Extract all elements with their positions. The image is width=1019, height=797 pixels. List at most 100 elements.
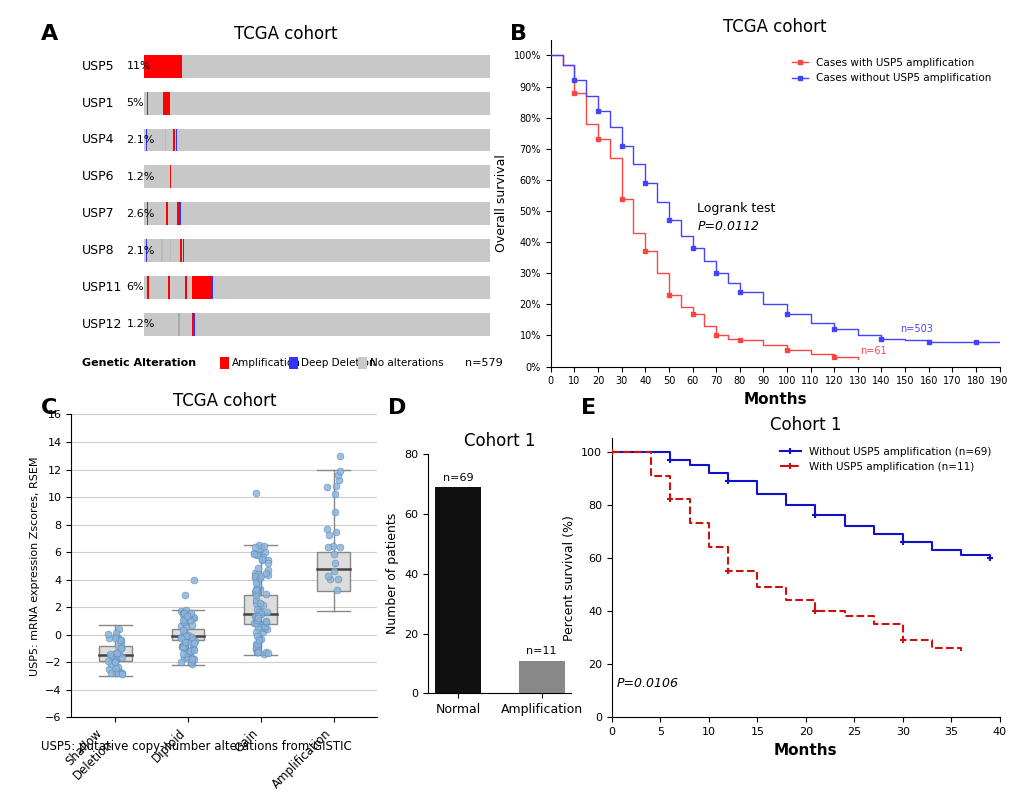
- Point: [254, 620, 270, 633]
- Text: 1.2%: 1.2%: [126, 320, 155, 329]
- Bar: [147, 202, 148, 225]
- Point: [107, 662, 123, 674]
- Bar: [176, 202, 180, 225]
- Bar: [144, 166, 489, 188]
- Point: [328, 583, 344, 596]
- Point: [260, 553, 276, 566]
- Bar: [144, 92, 489, 115]
- Point: [185, 573, 202, 586]
- Point: [173, 656, 190, 669]
- Point: [258, 587, 274, 600]
- Point: [253, 570, 269, 583]
- Point: [100, 628, 116, 641]
- Text: n=11: n=11: [526, 646, 556, 656]
- Point: [173, 632, 190, 645]
- Point: [113, 642, 129, 654]
- Y-axis label: Percent survival (%): Percent survival (%): [562, 515, 575, 641]
- Point: [258, 567, 274, 579]
- Point: [182, 655, 199, 668]
- Bar: [146, 128, 147, 151]
- Point: [178, 650, 195, 663]
- Point: [247, 610, 263, 622]
- Point: [249, 582, 265, 595]
- Point: [184, 611, 201, 623]
- Point: [260, 646, 276, 659]
- Point: [175, 638, 192, 650]
- Point: [180, 635, 197, 648]
- Bar: [146, 239, 147, 262]
- Point: [113, 642, 129, 654]
- Point: [252, 618, 268, 631]
- Point: [178, 621, 195, 634]
- Point: [253, 542, 269, 555]
- Bar: [180, 239, 181, 262]
- Point: [178, 607, 195, 619]
- Point: [175, 610, 192, 622]
- Point: [248, 584, 264, 597]
- Point: [101, 631, 117, 644]
- Text: USP4: USP4: [82, 133, 114, 147]
- Point: [247, 570, 263, 583]
- Point: [254, 551, 270, 563]
- Text: 2.1%: 2.1%: [126, 245, 155, 256]
- Point: [246, 548, 262, 560]
- Point: [247, 541, 263, 554]
- Point: [320, 528, 336, 541]
- Text: P=0.0112: P=0.0112: [697, 220, 758, 234]
- Bar: [178, 313, 179, 336]
- Bar: [168, 276, 170, 299]
- Point: [108, 630, 124, 642]
- Y-axis label: Overall survival: Overall survival: [494, 155, 507, 252]
- Point: [108, 653, 124, 665]
- Point: [248, 642, 264, 654]
- Text: B: B: [510, 24, 527, 44]
- Point: [253, 633, 269, 646]
- Point: [177, 588, 194, 601]
- Point: [249, 640, 265, 653]
- Point: [114, 668, 130, 681]
- Point: [111, 648, 127, 661]
- Text: Genetic Alteration: Genetic Alteration: [82, 358, 196, 368]
- Point: [248, 596, 264, 609]
- Title: TCGA cohort: TCGA cohort: [722, 18, 826, 36]
- Point: [186, 634, 203, 647]
- Point: [248, 583, 264, 595]
- Point: [172, 605, 189, 618]
- Bar: [173, 128, 175, 151]
- Point: [107, 656, 123, 669]
- Point: [252, 607, 268, 620]
- Point: [322, 572, 338, 585]
- Point: [103, 667, 119, 680]
- Point: [250, 622, 266, 634]
- Point: [252, 602, 268, 614]
- Text: D: D: [387, 398, 406, 418]
- Text: 6%: 6%: [126, 282, 144, 292]
- Point: [183, 643, 200, 656]
- Point: [181, 644, 198, 657]
- Point: [250, 614, 266, 627]
- Text: USP1: USP1: [82, 96, 114, 110]
- Bar: [144, 55, 181, 77]
- Title: Cohort 1: Cohort 1: [464, 432, 535, 450]
- X-axis label: Months: Months: [743, 392, 806, 407]
- Point: [250, 549, 266, 562]
- Point: [255, 540, 271, 552]
- Point: [174, 623, 191, 636]
- Point: [101, 662, 117, 675]
- Text: E: E: [581, 398, 596, 418]
- Point: [247, 571, 263, 584]
- Bar: [175, 128, 177, 151]
- Point: [183, 630, 200, 643]
- Point: [183, 658, 200, 671]
- Point: [260, 564, 276, 577]
- Bar: [144, 55, 489, 77]
- Bar: [144, 239, 489, 262]
- Point: [256, 620, 272, 633]
- Point: [182, 653, 199, 665]
- Point: [259, 557, 275, 570]
- Text: n=69: n=69: [442, 473, 473, 483]
- Text: USP6: USP6: [82, 171, 114, 183]
- Text: n=61: n=61: [859, 346, 886, 356]
- Bar: [179, 202, 180, 225]
- Bar: [358, 356, 367, 370]
